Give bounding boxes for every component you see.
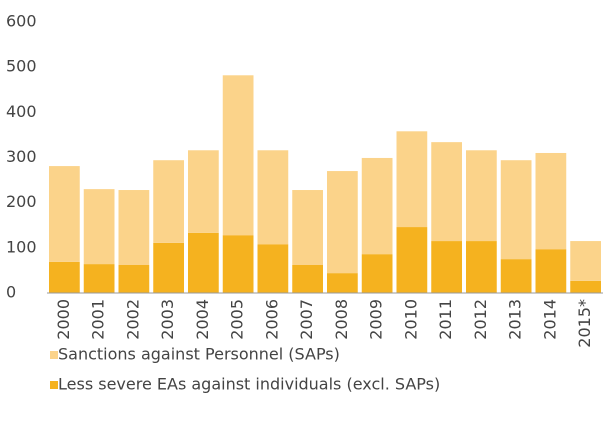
x-tick-label: 2012 — [471, 299, 490, 340]
x-tick-label: 2008 — [332, 299, 351, 340]
y-tick-label: 200 — [6, 192, 37, 211]
bar-segment — [222, 75, 254, 236]
x-tick-label: 2009 — [367, 299, 386, 340]
x-tick-label: 2000 — [54, 299, 73, 340]
bar-segment — [257, 150, 289, 245]
x-tick-label: 2004 — [193, 299, 212, 340]
y-tick-label: 500 — [6, 57, 37, 76]
y-tick-label: 100 — [6, 237, 37, 256]
x-tick-label: 2001 — [89, 299, 108, 340]
bar-segment — [570, 280, 601, 293]
y-tick-label: 600 — [6, 12, 37, 31]
bar-segment — [83, 264, 115, 293]
bar-segment — [396, 227, 428, 293]
x-tick-label: 2010 — [401, 299, 420, 340]
x-tick-label: 2005 — [228, 299, 247, 340]
bar-segment — [153, 160, 184, 243]
legend-label: Sanctions against Personnel (SAPs) — [58, 345, 340, 364]
bar-segment — [222, 235, 254, 293]
x-tick-label: 2003 — [158, 299, 177, 340]
bar-segment — [257, 244, 289, 293]
bar-segment — [83, 189, 115, 265]
x-tick-label: 2007 — [297, 299, 316, 340]
bar-segment — [500, 160, 532, 260]
bar-segment — [466, 241, 497, 293]
bar-segment — [431, 142, 462, 242]
bar-segment — [466, 150, 497, 242]
bar-segment — [361, 254, 393, 293]
legend-swatch — [50, 351, 58, 359]
bar-segment — [431, 241, 462, 293]
bar-segment — [292, 264, 323, 293]
bar-segment — [292, 190, 323, 265]
bar-segment — [188, 232, 219, 293]
legend-swatch — [50, 381, 58, 389]
bar-segment — [327, 273, 358, 293]
bar-segment — [118, 190, 150, 265]
bar-segment — [570, 241, 601, 281]
x-tick-label: 2014 — [540, 299, 559, 340]
bar-segment — [535, 152, 567, 250]
x-tick-label: 2011 — [436, 299, 455, 340]
bar-segment — [188, 150, 219, 233]
y-tick-label: 400 — [6, 102, 37, 121]
x-tick-label: 2002 — [123, 299, 142, 340]
bar-segment — [49, 166, 80, 262]
bar-segment — [500, 259, 532, 293]
bar-segment — [396, 131, 428, 228]
y-tick-label: 300 — [6, 147, 37, 166]
bar-segment — [49, 261, 80, 293]
bar-segment — [327, 171, 358, 274]
bar-segment — [153, 242, 184, 293]
y-tick-label: 0 — [6, 283, 16, 302]
bar-segment — [361, 157, 393, 255]
legend-label: Less severe EAs against individuals (exc… — [58, 375, 440, 394]
bar-segment — [535, 249, 567, 293]
x-tick-label: 2013 — [506, 299, 525, 340]
x-tick-label: 2006 — [262, 299, 281, 340]
bar-segment — [118, 264, 150, 293]
x-tick-label: 2015* — [575, 299, 594, 348]
